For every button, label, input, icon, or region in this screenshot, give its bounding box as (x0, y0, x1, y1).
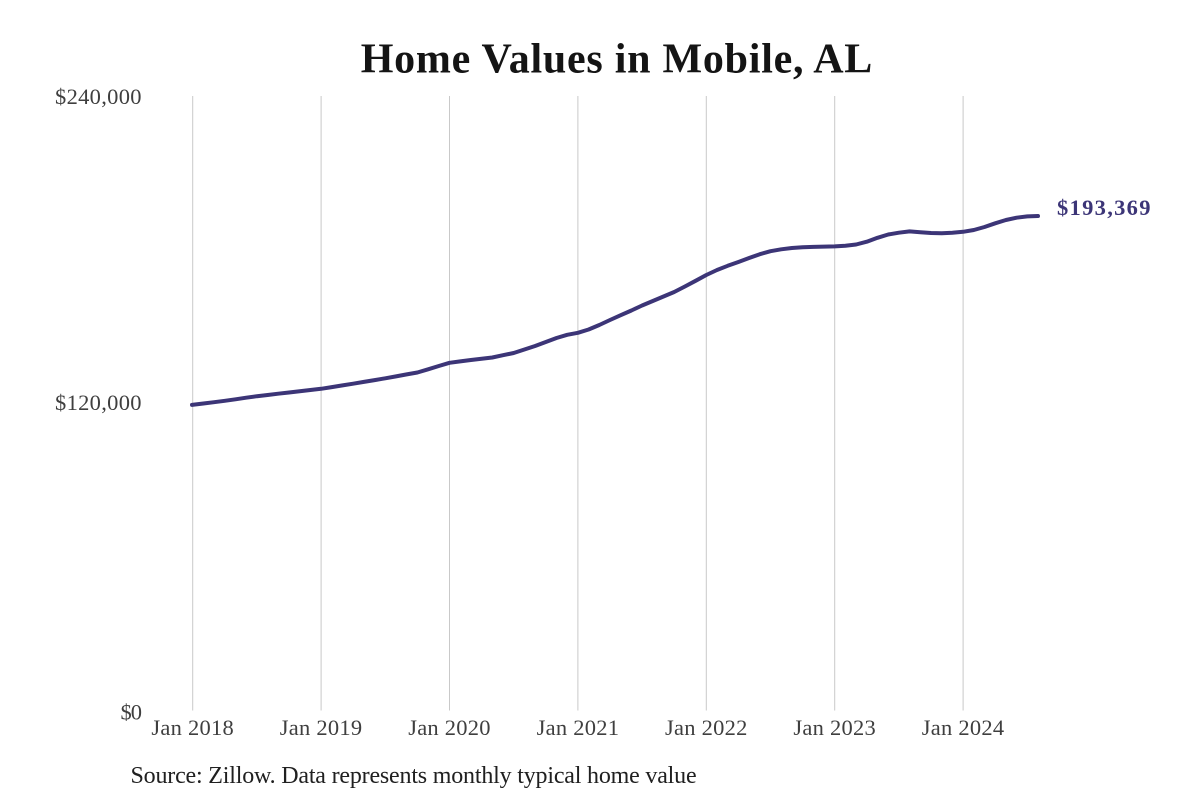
svg-text:$120,000: $120,000 (55, 390, 142, 415)
svg-text:Jan 2024: Jan 2024 (922, 715, 1005, 740)
svg-text:Source: Zillow. Data represent: Source: Zillow. Data represents monthly … (131, 763, 697, 789)
svg-text:Jan 2018: Jan 2018 (151, 715, 234, 740)
svg-text:Jan 2020: Jan 2020 (408, 715, 491, 740)
svg-text:$240,000: $240,000 (55, 84, 142, 109)
svg-text:Home Values in Mobile, AL: Home Values in Mobile, AL (361, 36, 873, 82)
svg-text:Jan 2023: Jan 2023 (793, 715, 876, 740)
svg-text:$0: $0 (121, 700, 142, 725)
svg-text:Jan 2021: Jan 2021 (537, 715, 620, 740)
svg-text:Jan 2019: Jan 2019 (280, 715, 363, 740)
svg-text:$193,369: $193,369 (1057, 195, 1152, 220)
svg-text:Jan 2022: Jan 2022 (665, 715, 748, 740)
